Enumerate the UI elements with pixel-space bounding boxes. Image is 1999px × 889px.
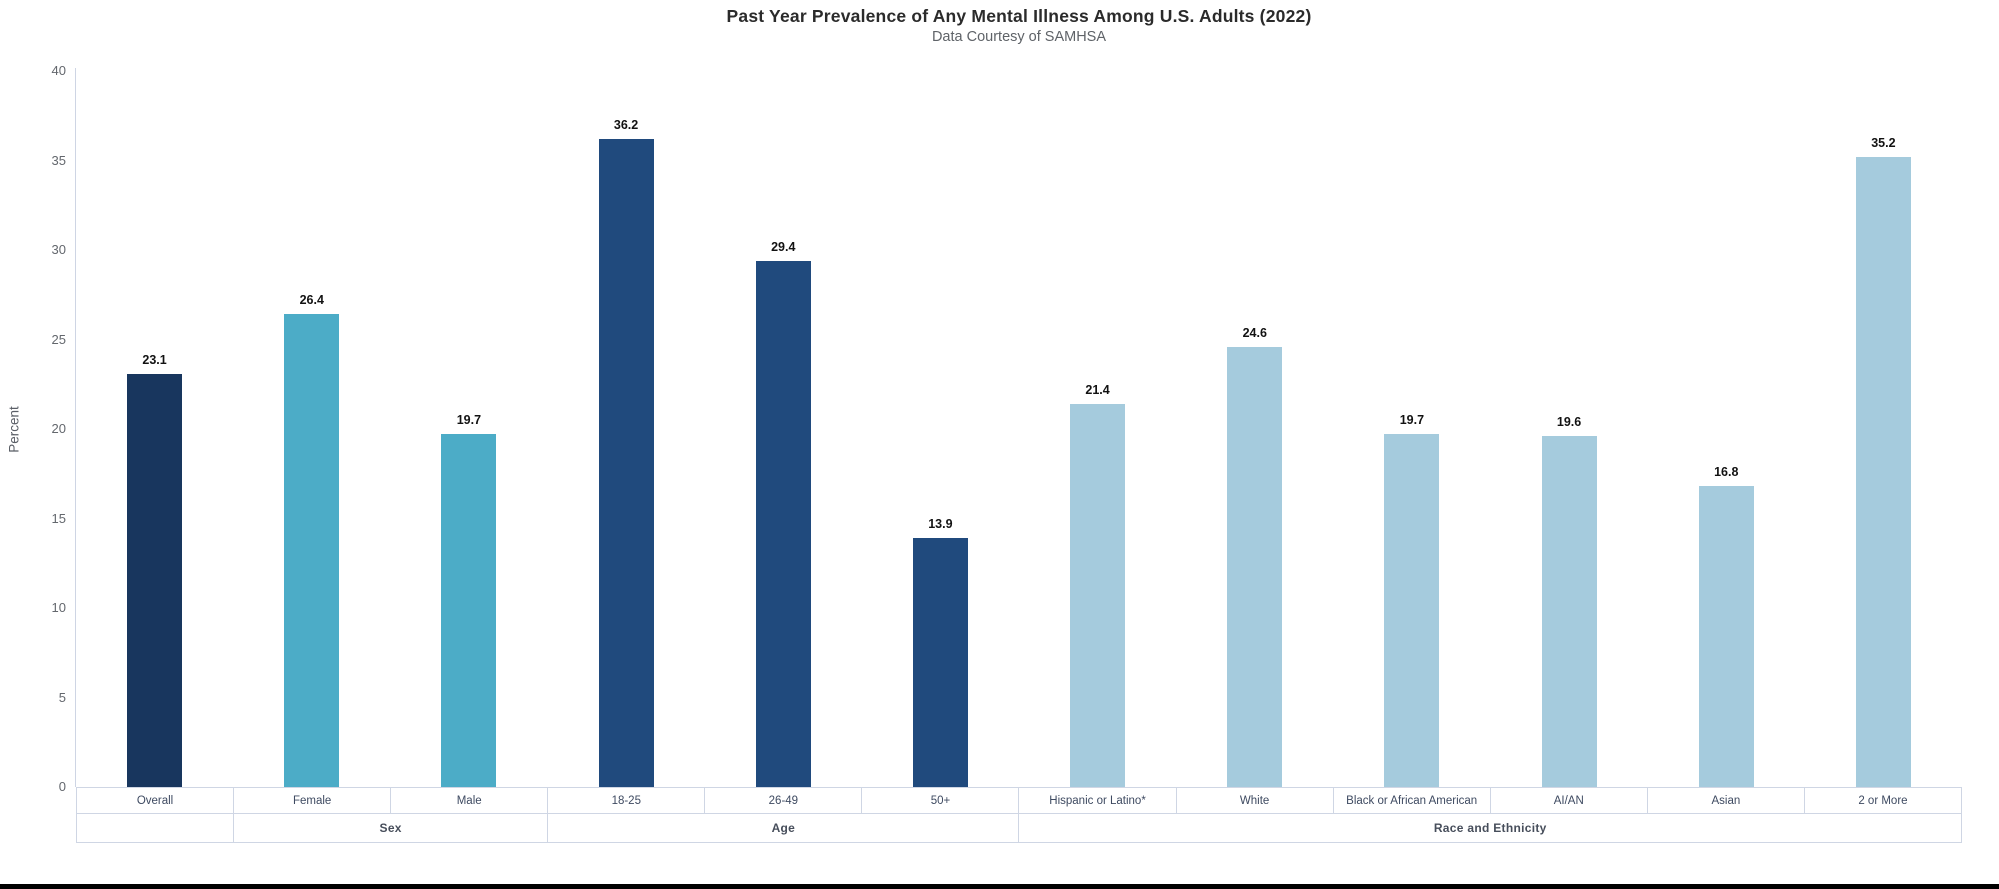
bar-value-label: 35.2: [1871, 135, 1896, 150]
bar[interactable]: [1855, 156, 1911, 787]
category-label-cell: Female: [234, 788, 392, 814]
category-label-cell: AI/AN: [1490, 788, 1648, 814]
group-label-cell: Sex: [234, 814, 549, 843]
bar-column: 19.7: [1333, 71, 1490, 787]
y-tick-label: 5: [58, 689, 66, 705]
window-bottom-edge: [0, 884, 1999, 889]
bar[interactable]: [1070, 403, 1126, 787]
y-tick-label: 10: [51, 600, 66, 615]
bar-value-label: 19.6: [1556, 415, 1582, 430]
y-tick-label: 25: [51, 331, 66, 347]
category-label-cell: 2 or More: [1804, 788, 1962, 814]
category-label-cell: 18-25: [548, 788, 706, 814]
group-label-cell: Race and Ethnicity: [1019, 814, 1962, 843]
bar[interactable]: [1698, 486, 1754, 787]
bar-column: 26.4: [233, 71, 390, 787]
bar[interactable]: [284, 314, 340, 787]
bar-column: 19.7: [390, 71, 547, 787]
bar-column: 16.8: [1648, 71, 1805, 787]
bar[interactable]: [755, 260, 811, 787]
y-tick-label: 0: [58, 779, 66, 794]
bar-value-label: 23.1: [142, 352, 167, 367]
bar-value-label: 24.6: [1242, 325, 1267, 340]
bar-column: 23.1: [76, 71, 233, 787]
y-tick-label: 35: [51, 152, 66, 168]
category-label-cell: Asian: [1647, 788, 1805, 814]
bar[interactable]: [1384, 434, 1440, 787]
bar-column: 35.2: [1805, 71, 1962, 787]
bar[interactable]: [598, 139, 654, 787]
y-tick-label: 20: [51, 421, 66, 436]
bar-value-label: 19.7: [456, 413, 482, 428]
bar-value-label: 16.8: [1714, 465, 1739, 480]
chart-subtitle: Data Courtesy of SAMHSA: [931, 29, 1107, 45]
y-tick-label: 40: [51, 63, 66, 78]
plot-area: 23.1 26.4 19.7 36.2 29.4 13.9 21.4 24.6 19.7 19.6…: [76, 71, 1962, 787]
bar[interactable]: [1227, 346, 1283, 787]
bar-column: 19.6: [1491, 71, 1648, 787]
bar-value-label: 26.4: [299, 293, 324, 308]
group-label-cell: [77, 814, 235, 843]
category-label-cell: White: [1176, 788, 1334, 814]
bar-value-label: 36.2: [613, 118, 639, 133]
group-label-cell: Age: [548, 814, 1020, 843]
bar-value-label: 13.9: [928, 517, 953, 532]
y-axis-line: [75, 68, 76, 787]
category-label-cell: Overall: [77, 788, 235, 814]
category-label-cell: 50+: [862, 788, 1020, 814]
bar-column: 29.4: [705, 71, 862, 787]
bar-value-label: 19.7: [1399, 413, 1425, 428]
bar-value-label: 29.4: [771, 239, 796, 254]
bar-column: 36.2: [548, 71, 705, 787]
bar-column: 13.9: [862, 71, 1019, 787]
x-axis-category-table: Overall Female Male 18-25 26-49 50+ Hispanic o…: [76, 787, 1962, 843]
bar-column: 21.4: [1019, 71, 1176, 787]
category-label-cell: 26-49: [705, 788, 863, 814]
y-tick-label: 15: [51, 510, 66, 526]
bar[interactable]: [127, 373, 183, 787]
bar[interactable]: [441, 434, 497, 787]
y-tick-label: 30: [51, 242, 66, 257]
bar-column: 24.6: [1176, 71, 1333, 787]
chart-title: Past Year Prevalence of Any Mental Illne…: [726, 6, 1312, 26]
category-label-cell: Black or African American: [1333, 788, 1491, 814]
bar-value-label: 21.4: [1085, 382, 1110, 397]
category-label-cell: Hispanic or Latino*: [1019, 788, 1177, 814]
bar[interactable]: [912, 538, 968, 787]
category-label-cell: Male: [391, 788, 549, 814]
bar[interactable]: [1541, 436, 1597, 787]
